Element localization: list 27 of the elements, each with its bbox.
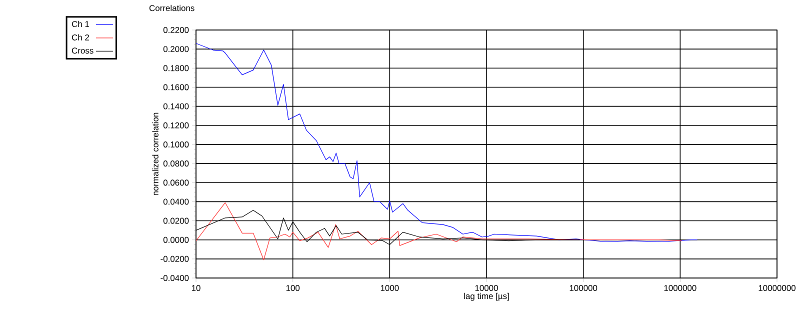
y-tick-label: 0.1600 [163, 84, 189, 90]
y-tick-label: 0.0000 [163, 236, 189, 243]
y-tick-label: 0.1400 [163, 103, 189, 110]
y-tick-label: 0.1000 [163, 141, 189, 148]
y-tick-label: 0.0800 [163, 160, 189, 167]
x-tick-label: 10000 [475, 285, 498, 292]
x-tick-label: 10000000 [758, 285, 796, 292]
x-axis-title: lag time [µs] [464, 292, 509, 301]
y-tick-label: -0.0200 [160, 256, 189, 262]
legend-label: Cross [72, 48, 94, 54]
y-tick-label: 0.0200 [163, 218, 189, 224]
x-tick-label: 100 [286, 285, 300, 292]
x-tick-label: 10 [192, 285, 200, 292]
x-tick-label: 1000 [380, 285, 399, 292]
legend-label: Ch 2 [72, 34, 89, 40]
y-tick-label: 0.0400 [163, 198, 189, 205]
y-tick-label: 0.0600 [163, 180, 189, 186]
x-tick-label: 100000 [570, 285, 598, 292]
y-tick-label: 0.2200 [163, 27, 189, 33]
y-tick-label: 0.1200 [163, 122, 189, 128]
y-axis-title: normalized correlation [152, 112, 158, 196]
x-tick-label: 1000000 [664, 285, 696, 292]
y-tick-label: 0.2000 [163, 46, 189, 52]
legend-label: Ch 1 [72, 20, 90, 28]
y-tick-label: -0.0400 [160, 275, 189, 281]
y-tick-label: 0.1800 [163, 65, 189, 72]
chart-title: Correlations [149, 4, 194, 12]
